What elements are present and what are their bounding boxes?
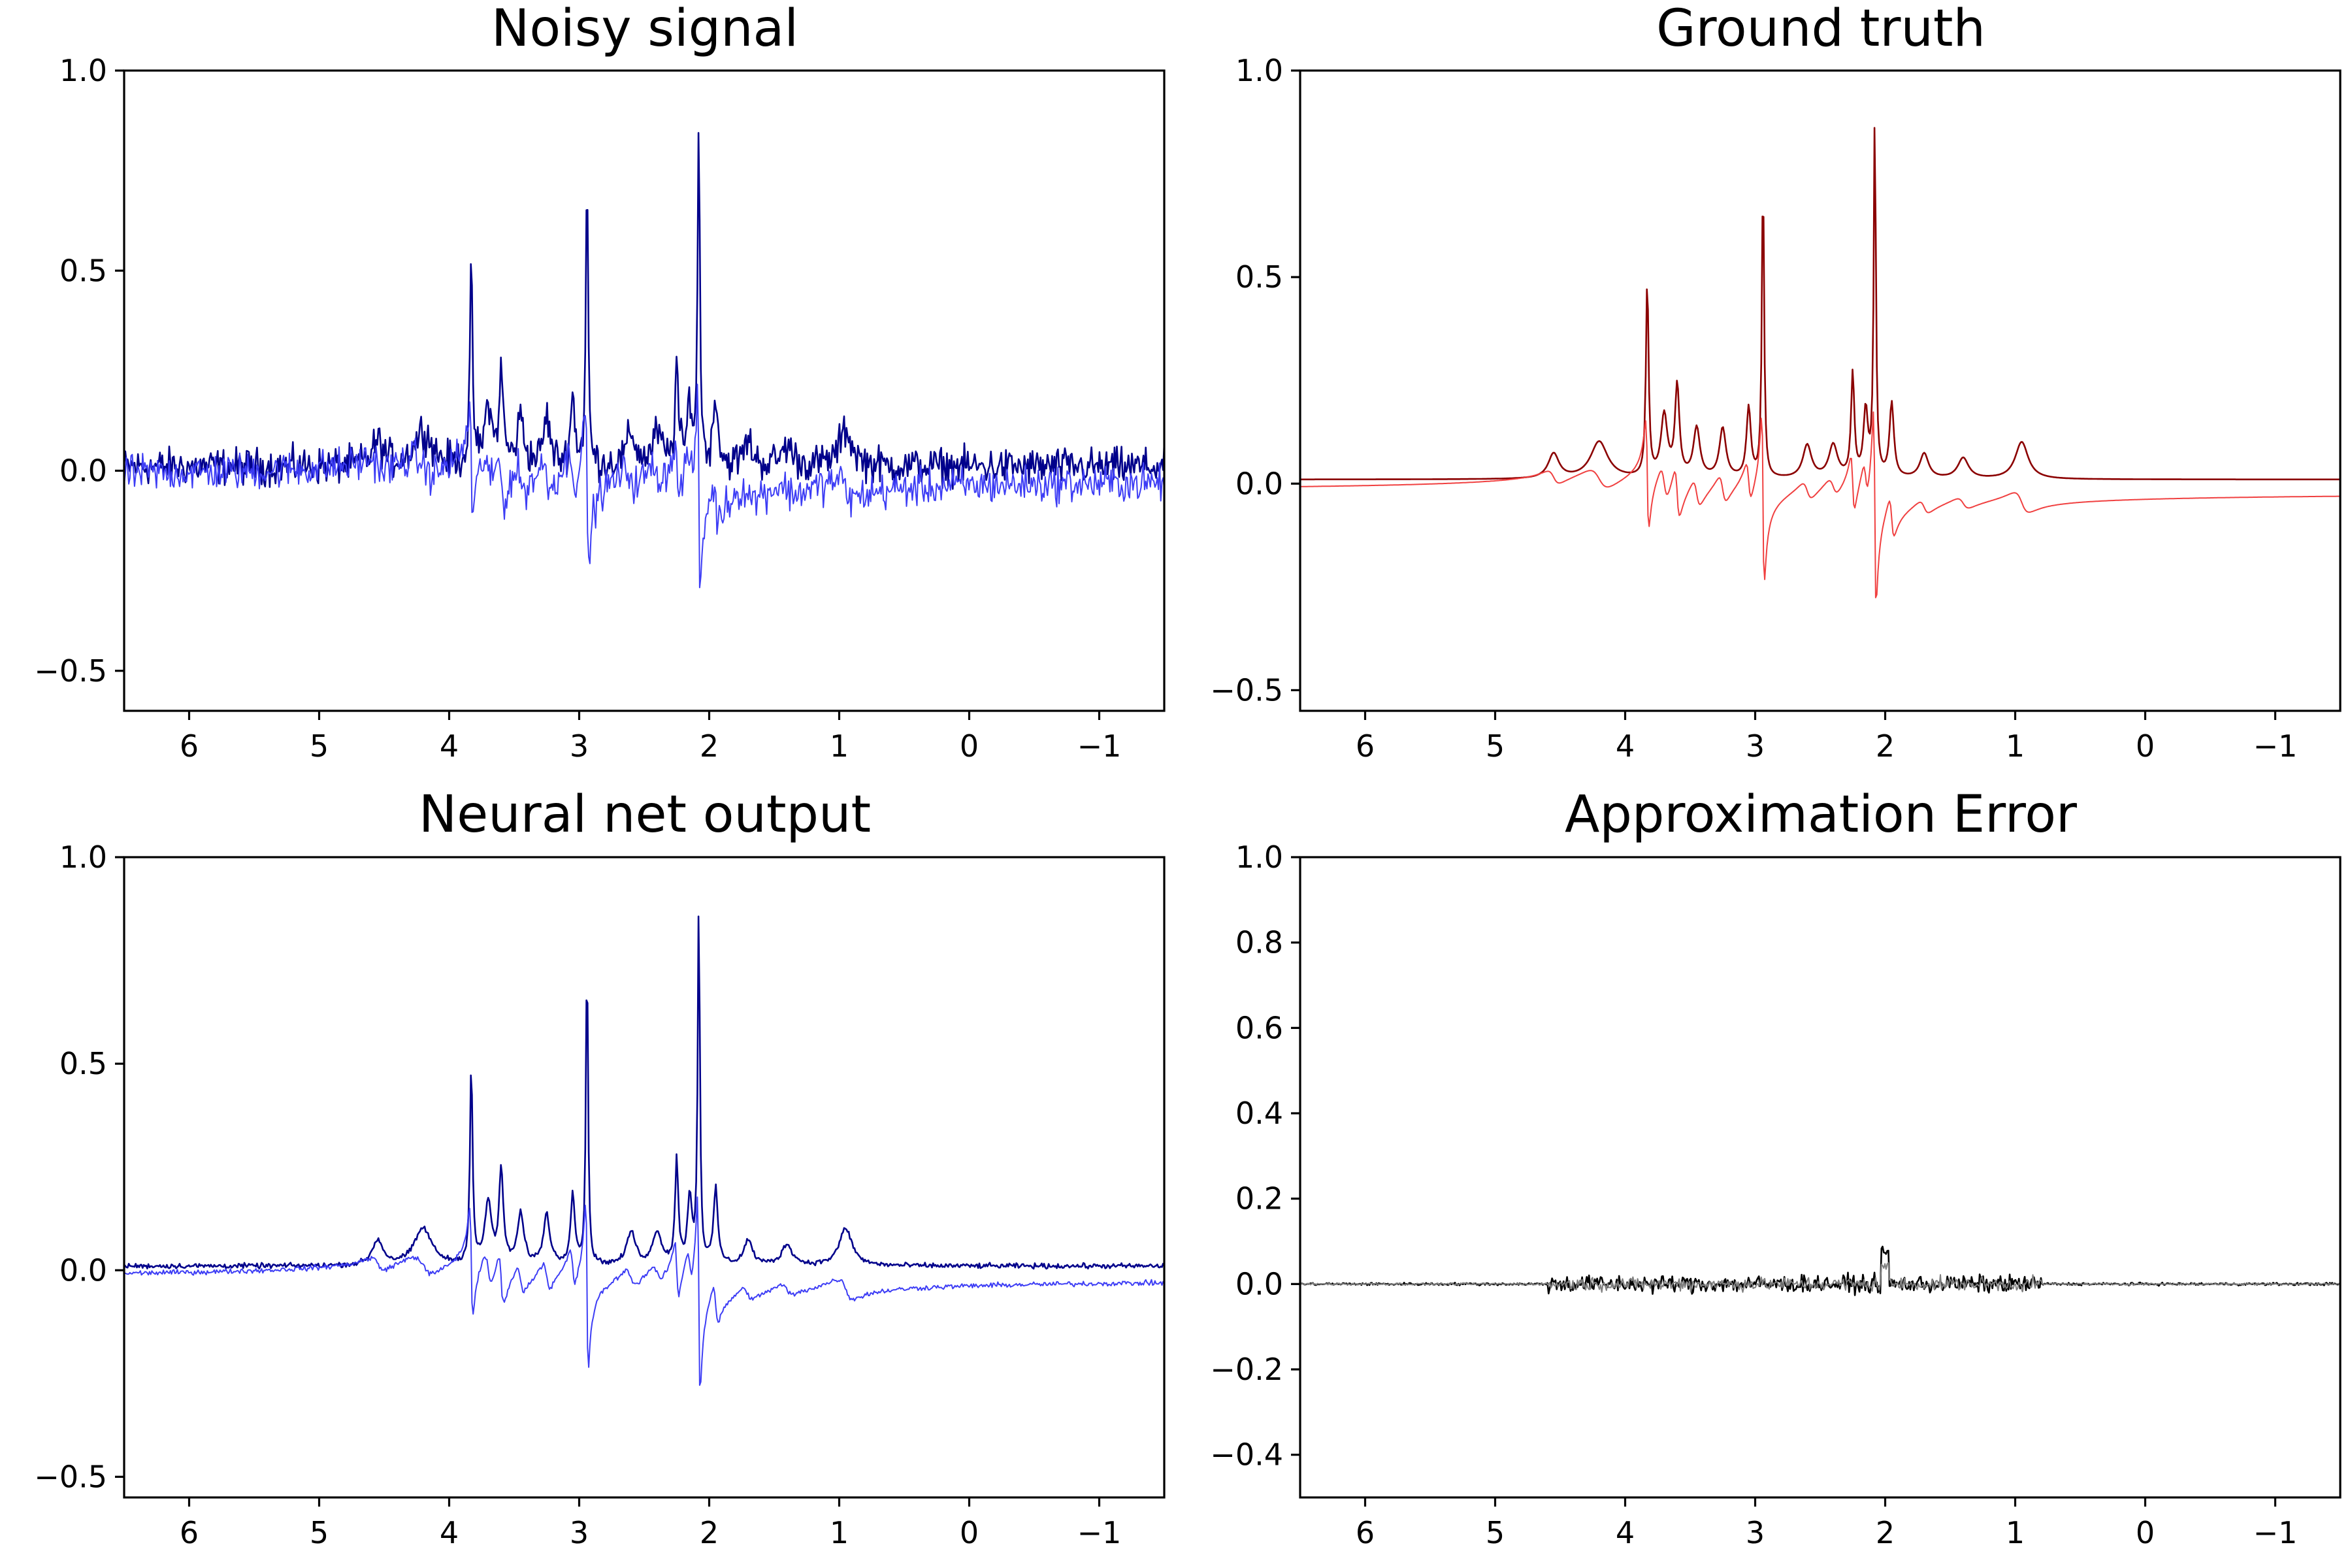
x-tick-label: 2 (1876, 728, 1895, 764)
x-tick-label: 2 (1876, 1515, 1895, 1550)
x-tick-label: −1 (2253, 728, 2298, 764)
series-line-1 (1299, 411, 2341, 598)
series-line-1 (1299, 1262, 2341, 1293)
x-tick-label: −1 (1077, 1515, 1122, 1550)
x-tick-label: 3 (1746, 728, 1765, 764)
x-tick-label: 1 (830, 1515, 849, 1550)
x-tick-label: 6 (180, 1515, 199, 1550)
panel-title: Noisy signal (491, 0, 798, 58)
x-tick-label: 4 (1616, 728, 1635, 764)
series-line-0 (1299, 127, 2342, 481)
panel-noisy-signal: Noisy signal 6 5 4 3 2 1 0 −1 1.0 0.5 0.0 −0.5 (34, 0, 1166, 764)
x-tick-label: 0 (960, 1515, 979, 1550)
x-tick-label: 6 (1356, 1515, 1375, 1550)
y-tick-label: 0.5 (59, 253, 107, 288)
x-tick-label: 5 (1486, 1515, 1505, 1550)
axes-frame (1299, 856, 2342, 1499)
x-tick-label: 2 (700, 1515, 719, 1550)
series-line-0 (1299, 1245, 2342, 1296)
panel-title: Approximation Error (1565, 785, 2078, 844)
y-tick-label: 0.5 (1235, 259, 1283, 295)
x-tick-label: 1 (2006, 1515, 2025, 1550)
y-tick-label: 0.6 (1235, 1010, 1283, 1045)
series-line-0 (123, 132, 1166, 490)
y-tick-label: 1.0 (1235, 53, 1283, 88)
x-tick-label: −1 (2253, 1515, 2298, 1550)
x-tick-label: 1 (2006, 728, 2025, 764)
x-tick-label: 0 (960, 728, 979, 764)
panel-ground-truth: Ground truth 6 5 4 3 2 1 0 −1 1.0 0.5 0.0 −0.5 (1210, 0, 2342, 764)
x-tick-label: 5 (1486, 728, 1505, 764)
panel-approximation-error: Approximation Error 6 5 4 3 2 1 0 −1 1.0 0.8 0.6 0.… (1210, 785, 2342, 1550)
panel-neural-net-output: Neural net output 6 5 4 3 2 1 0 −1 1.0 0.5 0.0 −0.5 (34, 785, 1166, 1550)
axes-frame (1299, 69, 2342, 712)
y-tick-label: 1.0 (1235, 840, 1283, 875)
x-tick-label: 6 (180, 728, 199, 764)
x-tick-label: 4 (1616, 1515, 1635, 1550)
x-tick-label: 1 (830, 728, 849, 764)
y-tick-label: −0.5 (34, 1459, 107, 1494)
x-tick-label: 0 (2136, 728, 2155, 764)
x-tick-label: 3 (1746, 1515, 1765, 1550)
x-tick-label: 3 (570, 728, 589, 764)
panel-title: Neural net output (419, 785, 871, 844)
axes-frame (123, 856, 1166, 1499)
x-tick-label: 5 (310, 1515, 329, 1550)
y-tick-label: −0.2 (1210, 1352, 1283, 1387)
series-line-0 (123, 915, 1166, 1270)
x-tick-label: −1 (1077, 728, 1122, 764)
y-tick-label: 0.8 (1235, 925, 1283, 960)
y-tick-label: 1.0 (59, 840, 107, 875)
x-tick-label: 6 (1356, 728, 1375, 764)
y-tick-label: −0.5 (1210, 672, 1283, 708)
y-tick-label: 1.0 (59, 53, 107, 88)
x-tick-label: 4 (440, 728, 459, 764)
y-tick-label: 0.0 (1235, 1266, 1283, 1301)
x-tick-label: 4 (440, 1515, 459, 1550)
y-tick-label: 0.0 (59, 453, 107, 489)
y-tick-label: 0.0 (1235, 466, 1283, 501)
series-line-1 (123, 1196, 1165, 1386)
x-tick-label: 2 (700, 728, 719, 764)
y-tick-label: −0.5 (34, 653, 107, 689)
y-tick-label: 0.0 (59, 1252, 107, 1288)
axes-frame (123, 69, 1166, 712)
x-tick-label: 3 (570, 1515, 589, 1550)
y-tick-label: 0.5 (59, 1046, 107, 1081)
y-tick-label: −0.4 (1210, 1437, 1283, 1473)
x-tick-label: 5 (310, 728, 329, 764)
series-line-1 (123, 384, 1165, 589)
x-tick-label: 0 (2136, 1515, 2155, 1550)
y-tick-label: 0.4 (1235, 1096, 1283, 1131)
y-tick-label: 0.2 (1235, 1181, 1283, 1217)
panel-title: Ground truth (1656, 0, 1985, 58)
